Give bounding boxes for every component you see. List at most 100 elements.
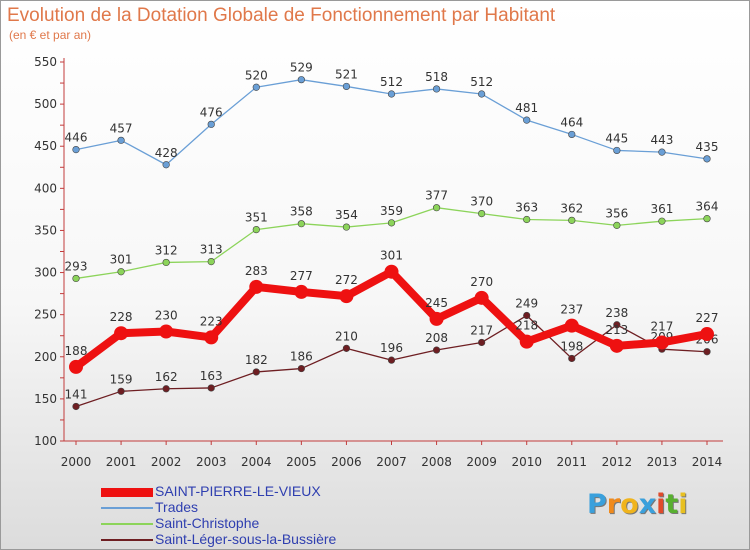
x-tick-label: 2012 <box>602 455 633 469</box>
data-label: 223 <box>200 314 223 328</box>
data-point <box>252 368 260 376</box>
data-point <box>474 290 489 305</box>
data-point <box>432 346 441 354</box>
data-label: 208 <box>425 331 448 345</box>
legend-swatch <box>101 488 153 497</box>
legend-label: Trades <box>155 499 199 515</box>
data-label: 237 <box>560 303 583 317</box>
data-point <box>207 120 215 128</box>
series-saint-pierre-le-vieux: 188 228 230 223 283 277 272 301 245 270 218 237 213 2… <box>65 249 719 374</box>
data-label: 301 <box>380 249 403 263</box>
data-label: 370 <box>470 195 493 209</box>
legend-label: SAINT-PIERRE-LE-VIEUX <box>155 483 321 499</box>
x-tick-label: 2003 <box>196 455 227 469</box>
data-label: 213 <box>605 323 628 337</box>
data-point <box>162 258 170 267</box>
data-point <box>387 219 396 227</box>
data-point <box>568 130 576 139</box>
x-tick-label: 2009 <box>466 455 497 469</box>
data-point <box>117 268 125 276</box>
logo-letter: r <box>606 489 621 520</box>
data-label: 283 <box>245 264 268 278</box>
data-point <box>207 258 215 266</box>
x-tick-label: 2010 <box>511 455 542 469</box>
data-point <box>523 311 531 320</box>
data-label: 512 <box>470 75 493 89</box>
y-tick-label: 200 <box>34 350 57 364</box>
data-point <box>703 215 711 223</box>
data-point <box>613 221 621 229</box>
legend-swatch <box>101 523 153 525</box>
data-point <box>613 146 621 155</box>
y-tick-label: 300 <box>34 266 57 280</box>
data-point <box>609 338 624 353</box>
legend-label: Saint-Léger-sous-la-Bussière <box>155 531 337 547</box>
data-label: 476 <box>200 105 223 119</box>
data-point <box>478 338 486 347</box>
data-point <box>297 220 305 228</box>
data-point <box>342 82 351 91</box>
data-label: 464 <box>560 115 583 129</box>
data-label: 196 <box>380 341 403 355</box>
x-tick-label: 2007 <box>376 455 407 469</box>
x-tick-label: 2014 <box>692 455 723 469</box>
data-label: 363 <box>515 200 538 214</box>
data-point <box>207 384 215 392</box>
logo-letter: i <box>678 489 688 520</box>
data-label: 230 <box>155 309 178 323</box>
x-tick-label: 2000 <box>61 455 92 469</box>
data-point <box>252 226 260 234</box>
data-label: 217 <box>470 323 493 337</box>
logo-letter: P <box>587 489 607 520</box>
data-label: 521 <box>335 67 358 81</box>
x-tick-label: 2008 <box>421 455 452 469</box>
data-label: 351 <box>245 211 268 225</box>
data-label: 446 <box>65 131 88 145</box>
data-label: 293 <box>65 259 88 273</box>
data-point <box>703 348 711 356</box>
series-saint-christophe: 293 301 312 313 351 358 354 359 377 370 363 362 356 3… <box>65 189 719 283</box>
data-point <box>117 136 125 144</box>
data-label: 512 <box>380 75 403 89</box>
data-point <box>69 359 83 374</box>
data-point <box>339 289 354 304</box>
data-label: 228 <box>110 310 133 324</box>
data-label: 270 <box>470 275 493 289</box>
x-tick-label: 2006 <box>331 455 362 469</box>
data-label: 141 <box>65 387 88 401</box>
logo-letter: o <box>620 489 639 520</box>
data-label: 249 <box>515 297 538 311</box>
data-label: 159 <box>110 372 133 386</box>
data-point <box>72 402 80 411</box>
data-label: 227 <box>696 311 719 325</box>
logo-letter: t <box>665 489 679 520</box>
data-label: 198 <box>560 339 583 353</box>
data-label: 445 <box>605 131 628 145</box>
data-point <box>342 344 351 352</box>
data-label: 518 <box>425 70 448 84</box>
data-label: 356 <box>605 206 628 220</box>
data-label: 435 <box>696 140 719 154</box>
y-tick-label: 450 <box>34 139 57 153</box>
y-tick-label: 500 <box>34 97 57 111</box>
legend-swatch <box>101 539 153 541</box>
series-trades: 446 457 428 476 520 529 521 512 518 512 481 464 445 4… <box>65 61 719 169</box>
data-point <box>162 161 170 169</box>
data-label: 529 <box>290 61 313 75</box>
data-label: 520 <box>245 68 268 82</box>
legend-label: Saint-Christophe <box>155 515 260 531</box>
y-tick-label: 550 <box>34 55 57 69</box>
data-label: 313 <box>200 243 223 257</box>
data-point <box>523 116 531 124</box>
data-label: 272 <box>335 273 358 287</box>
data-point <box>384 264 399 279</box>
data-label: 361 <box>650 202 673 216</box>
chart-title: Evolution de la Dotation Globale de Fonc… <box>7 5 556 26</box>
data-point <box>700 327 714 342</box>
data-label: 312 <box>155 243 178 257</box>
data-label: 364 <box>696 200 719 214</box>
data-point <box>114 326 129 341</box>
y-tick-label: 250 <box>34 308 57 322</box>
data-point <box>252 83 260 91</box>
data-point <box>387 90 396 98</box>
